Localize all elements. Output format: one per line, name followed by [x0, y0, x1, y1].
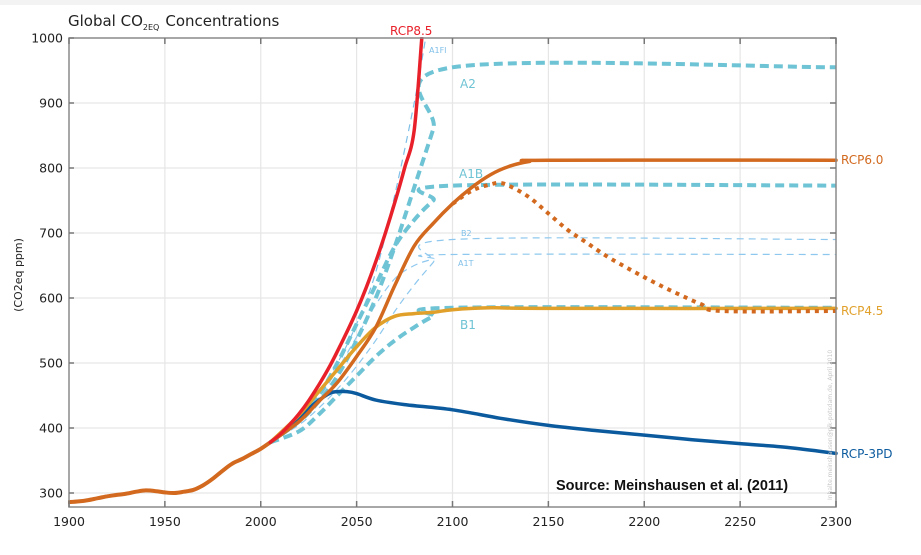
- y-tick-labels: 300 400 500 600 700 800 900 1000: [31, 31, 63, 501]
- x-tick-label: 2200: [628, 514, 660, 529]
- y-tick-label: 400: [39, 421, 63, 436]
- series-label-rcp-3pd: RCP-3PD: [841, 447, 893, 461]
- series-line-a1fi: [269, 37, 427, 443]
- source-annotation: Source: Meinshausen et al. (2011): [556, 478, 788, 494]
- series-line-b2: [269, 237, 837, 443]
- y-axis-label: (CO2eq ppm): [12, 238, 25, 312]
- series-label-rcp4-5: RCP4.5: [841, 304, 883, 318]
- series-label-b1: B1: [460, 318, 476, 332]
- gridlines: [69, 38, 836, 507]
- x-tick-label: 1950: [149, 514, 181, 529]
- series-label-a1fi: A1FI: [429, 46, 447, 55]
- x-tick-label: 2100: [437, 514, 469, 529]
- series-lines: [68, 37, 838, 505]
- series-label-a2: A2: [460, 77, 476, 91]
- series-line-rcp4-5: [268, 305, 838, 445]
- top-strip: [0, 0, 921, 5]
- series-line-rcp6-0: [268, 158, 838, 445]
- watermark: Inhalte.meinshausen@pik-potsdam.de, Apri…: [827, 350, 834, 500]
- y-tick-label: 500: [39, 356, 63, 371]
- x-tick-label: 2250: [724, 514, 756, 529]
- x-tick-label: 2050: [341, 514, 373, 529]
- series-label-b2: B2: [461, 229, 472, 238]
- series-label-a1b: A1B: [459, 167, 483, 181]
- y-tick-label: 700: [39, 226, 63, 241]
- x-tick-labels: 1900 1950 2000 2050 2100 2150 2200 2250 2300: [53, 514, 852, 529]
- x-tick-label: 2150: [532, 514, 564, 529]
- series-label-rcp8-5: RCP8.5: [390, 24, 432, 38]
- x-tick-label: 2000: [245, 514, 277, 529]
- series-label-rcp6-0: RCP6.0: [841, 153, 883, 167]
- series-label-a1t: A1T: [458, 259, 474, 268]
- series-labels: RCP8.5 A1FI A2 A1B B2 A1T B1 RCP6.0 RCP4.5 RCP-3P…: [390, 24, 893, 461]
- series-line-rcp8-5: [268, 37, 424, 445]
- axes: [68, 37, 837, 508]
- y-tick-label: 900: [39, 96, 63, 111]
- chart-title: Global CO2EQ Concentrations: [68, 12, 279, 32]
- series-line-a2: [269, 60, 837, 444]
- series-line-historical: [68, 440, 273, 505]
- series-line-rcp-3pd: [268, 389, 838, 456]
- y-tick-label: 600: [39, 291, 63, 306]
- x-tick-label: 2300: [820, 514, 852, 529]
- y-tick-label: 800: [39, 161, 63, 176]
- y-tick-label: 300: [39, 486, 63, 501]
- y-tick-label: 1000: [31, 31, 63, 46]
- x-tick-label: 1900: [53, 514, 85, 529]
- series-line-rcp6-0-overshoot: [451, 180, 837, 314]
